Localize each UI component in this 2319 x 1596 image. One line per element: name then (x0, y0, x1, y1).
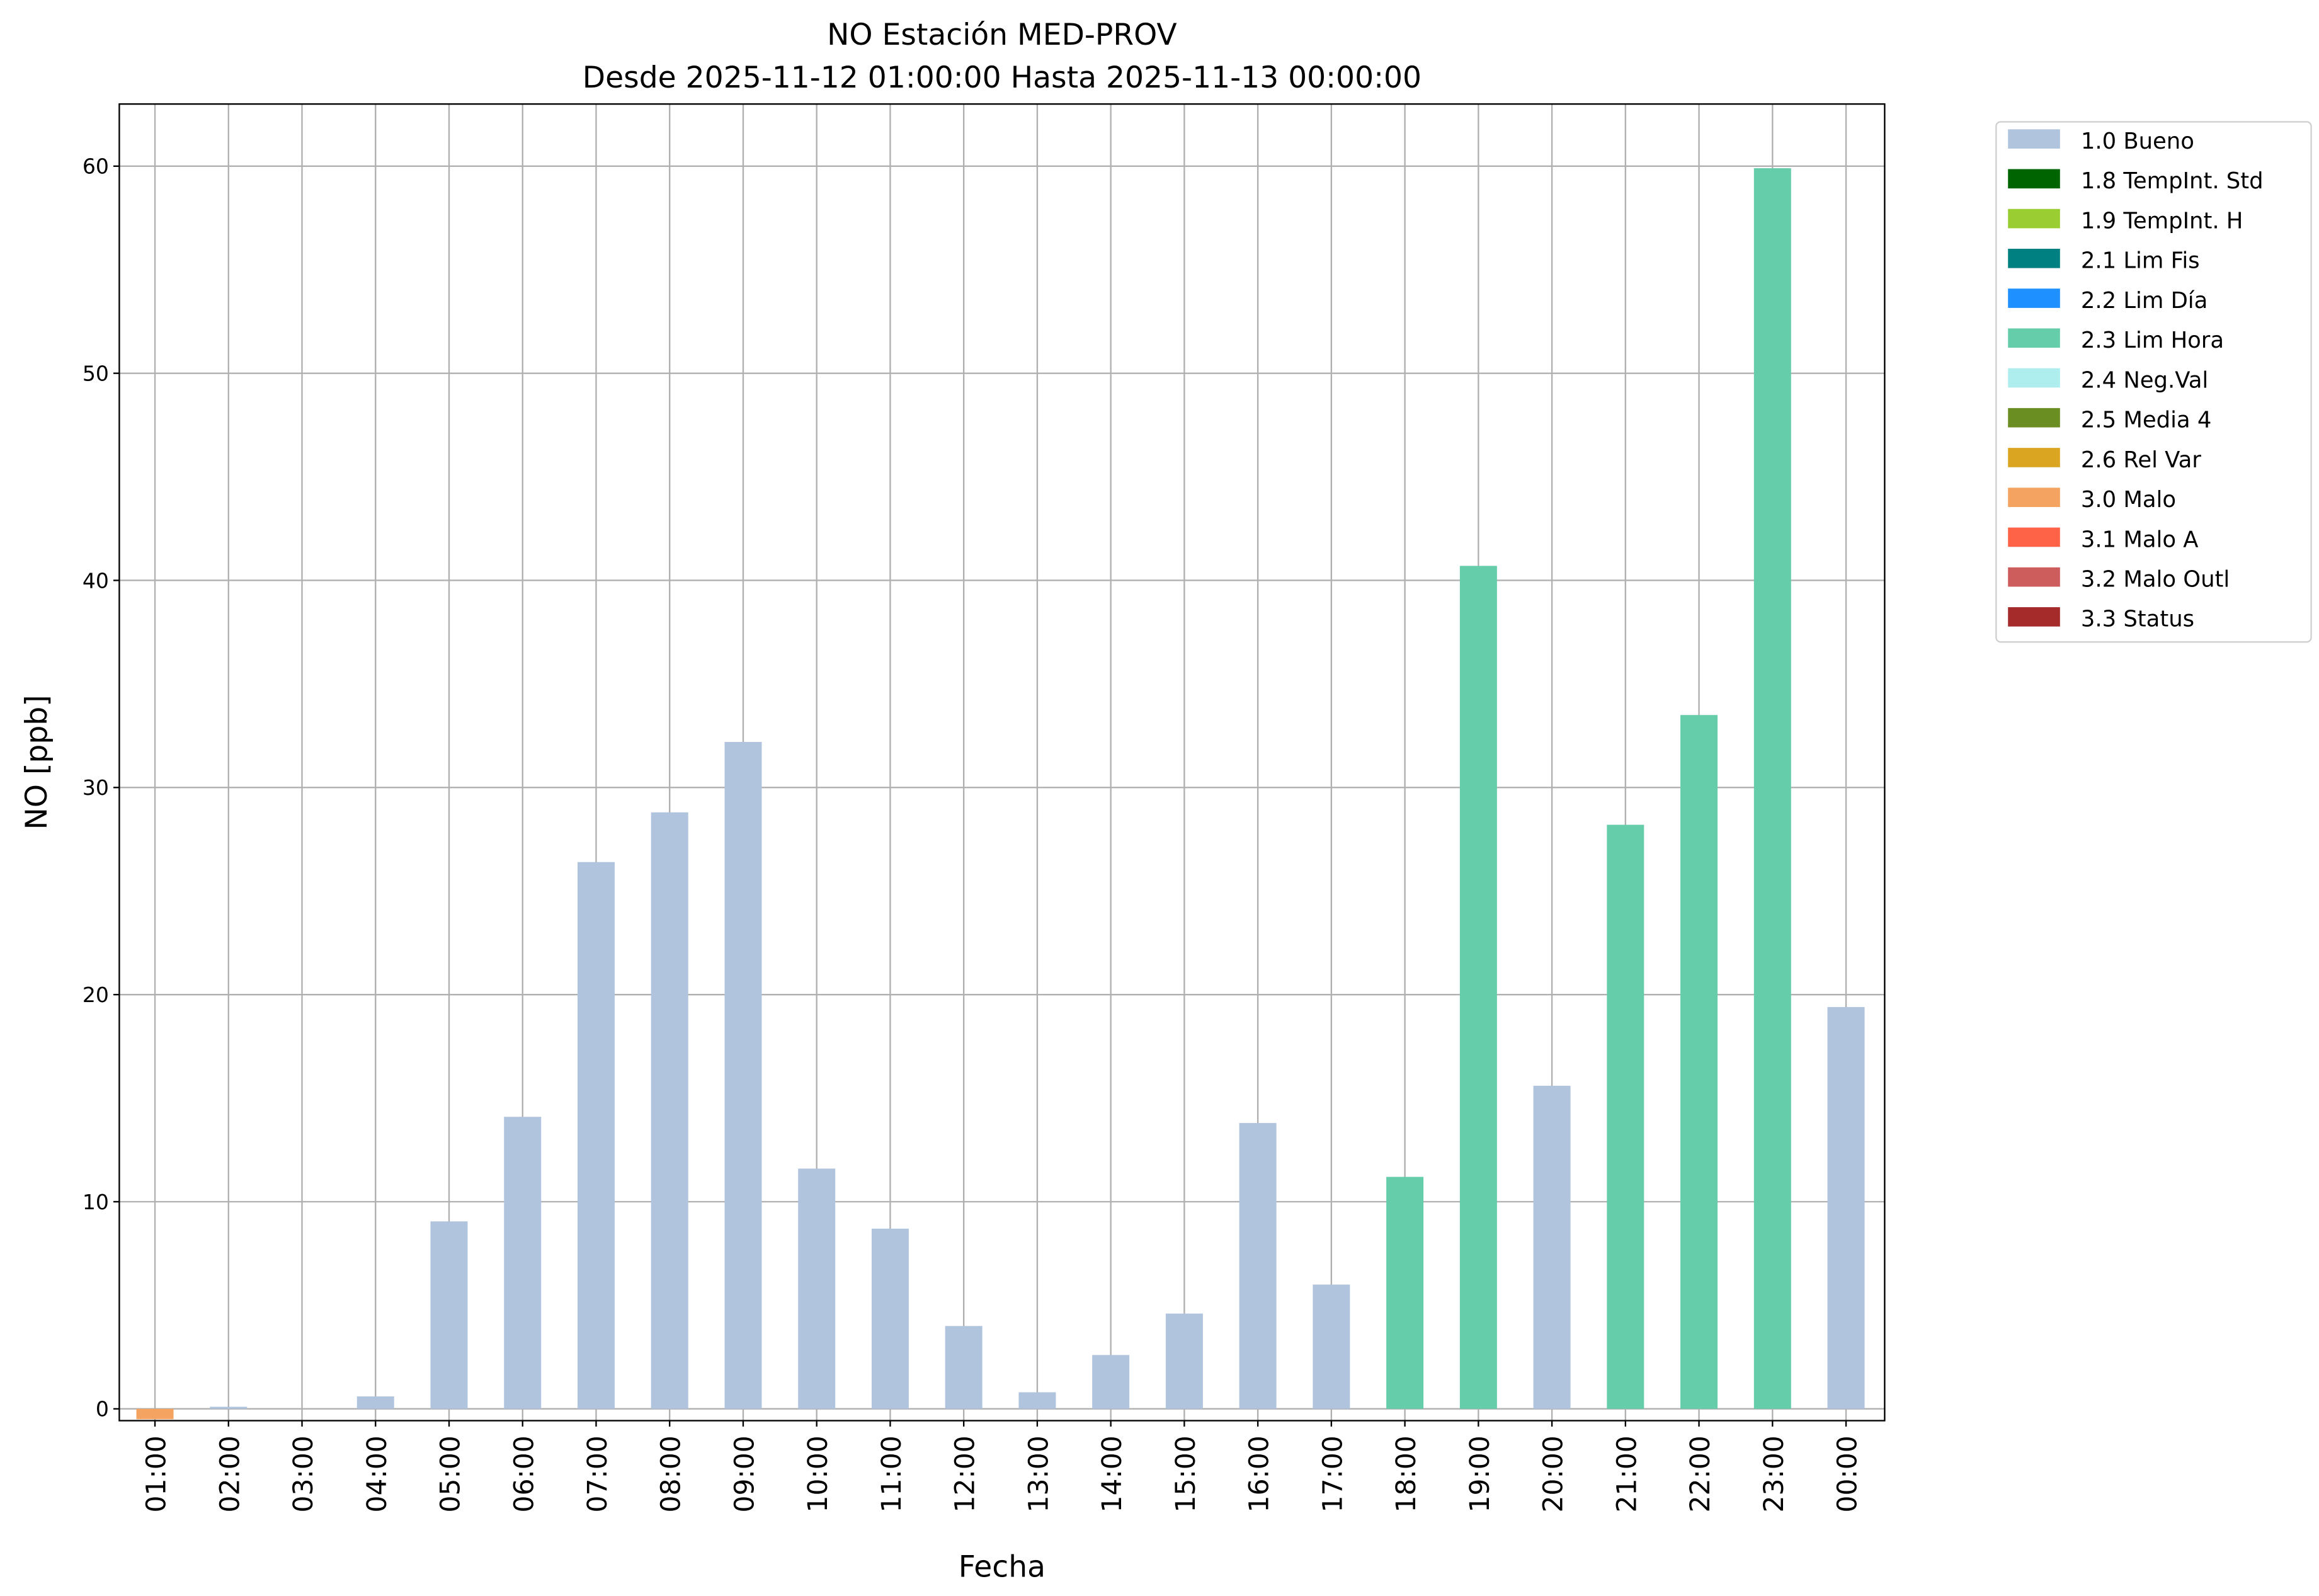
legend-label: 3.0 Malo (2081, 487, 2176, 513)
x-tick-label: 05:00 (436, 1435, 467, 1512)
y-tick-label: 10 (83, 1190, 109, 1214)
bar (1313, 1284, 1350, 1409)
x-tick-label: 13:00 (1023, 1435, 1054, 1512)
x-tick-label: 06:00 (509, 1435, 540, 1512)
y-tick-label: 30 (83, 775, 109, 800)
legend-swatch (2008, 208, 2060, 229)
y-tick-label: 40 (83, 568, 109, 593)
legend-label: 2.6 Rel Var (2081, 447, 2201, 473)
legend-swatch (2008, 607, 2060, 627)
legend-label: 3.3 Status (2081, 607, 2194, 632)
x-tick-label: 01:00 (142, 1435, 173, 1512)
legend-label: 2.4 Neg.Val (2081, 367, 2208, 393)
y-axis: 0 10 20 30 40 50 60 (83, 154, 120, 1422)
x-tick-label: 15:00 (1171, 1435, 1202, 1512)
plot-frame (118, 103, 1886, 1422)
legend-label: 2.5 Media 4 (2081, 408, 2212, 433)
bar (577, 862, 615, 1409)
bar (1680, 715, 1718, 1409)
bar (1753, 168, 1791, 1409)
x-axis-label: Fecha (959, 1549, 1046, 1584)
x-tick-label: 14:00 (1097, 1435, 1128, 1512)
bar (136, 1408, 174, 1420)
y-tick-label: 50 (83, 361, 109, 385)
legend-label: 1.0 Bueno (2081, 128, 2194, 154)
bar (724, 741, 762, 1409)
legend: 1.0 Bueno 1.8 TempInt. Std 1.9 TempInt. H 2… (1995, 121, 2312, 643)
legend-swatch (2008, 169, 2060, 189)
legend-swatch (2008, 487, 2060, 508)
chart-subtitle: Desde 2025-11-12 01:00:00 Hasta 2025-11-… (583, 60, 1422, 95)
legend-swatch (2008, 368, 2060, 388)
legend-swatch (2008, 288, 2060, 308)
bar (1533, 1085, 1571, 1409)
bar (1827, 1006, 1865, 1409)
legend-label: 2.3 Lim Hora (2081, 328, 2224, 353)
x-tick-label: 12:00 (950, 1435, 981, 1512)
x-tick-label: 10:00 (803, 1435, 834, 1512)
legend-label: 3.1 Malo A (2081, 527, 2199, 552)
bar (945, 1326, 983, 1409)
x-tick-label: 04:00 (362, 1435, 393, 1512)
legend-label: 1.8 TempInt. Std (2081, 168, 2264, 194)
legend-swatch (2008, 129, 2060, 149)
y-tick-label: 20 (83, 983, 109, 1007)
bar (1018, 1392, 1056, 1409)
legend-swatch (2008, 248, 2060, 268)
bar (356, 1396, 394, 1409)
bar (430, 1221, 468, 1409)
legend-label: 2.1 Lim Fis (2081, 248, 2200, 274)
bar (1165, 1313, 1203, 1409)
legend-label: 2.2 Lim Día (2081, 288, 2208, 314)
x-tick-label: 20:00 (1539, 1435, 1570, 1512)
legend-swatch (2008, 527, 2060, 547)
x-tick-label: 11:00 (877, 1435, 908, 1512)
y-tick-label: 0 (96, 1397, 109, 1422)
bar (871, 1228, 909, 1409)
bar (798, 1168, 836, 1409)
bar (210, 1406, 248, 1409)
x-axis: 01:00 02:00 03:00 04:00 05:00 06:00 07:00 08:00… (142, 1420, 1864, 1513)
bar (1386, 1177, 1424, 1409)
bar (1092, 1355, 1130, 1409)
bar (1607, 824, 1644, 1409)
legend-frame (1995, 121, 2312, 643)
legend-swatch (2008, 328, 2060, 348)
x-tick-label: 02:00 (215, 1435, 246, 1512)
x-tick-label: 16:00 (1245, 1435, 1275, 1512)
x-tick-label: 18:00 (1391, 1435, 1422, 1512)
chart-title: NO Estación MED-PROV (827, 18, 1177, 52)
x-tick-label: 00:00 (1833, 1435, 1864, 1512)
x-tick-label: 21:00 (1612, 1435, 1643, 1512)
x-tick-label: 17:00 (1318, 1435, 1348, 1512)
x-tick-label: 19:00 (1465, 1435, 1496, 1512)
bars (136, 168, 1865, 1420)
x-tick-label: 09:00 (729, 1435, 760, 1512)
bar (504, 1117, 542, 1409)
x-tick-label: 07:00 (583, 1435, 613, 1512)
legend-label: 3.2 Malo Outl (2081, 566, 2230, 592)
bar (1459, 566, 1497, 1409)
bar (1239, 1123, 1277, 1409)
x-tick-label: 03:00 (288, 1435, 319, 1512)
legend-swatch (2008, 567, 2060, 587)
x-tick-label: 08:00 (656, 1435, 687, 1512)
legend-swatch (2008, 448, 2060, 467)
legend-swatch (2008, 408, 2060, 428)
x-tick-label: 23:00 (1759, 1435, 1790, 1512)
x-tick-label: 22:00 (1685, 1435, 1716, 1512)
y-axis-label: NO [ppb] (20, 695, 54, 829)
bar (651, 812, 688, 1409)
y-tick-label: 60 (83, 154, 109, 179)
legend-label: 1.9 TempInt. H (2081, 208, 2243, 234)
